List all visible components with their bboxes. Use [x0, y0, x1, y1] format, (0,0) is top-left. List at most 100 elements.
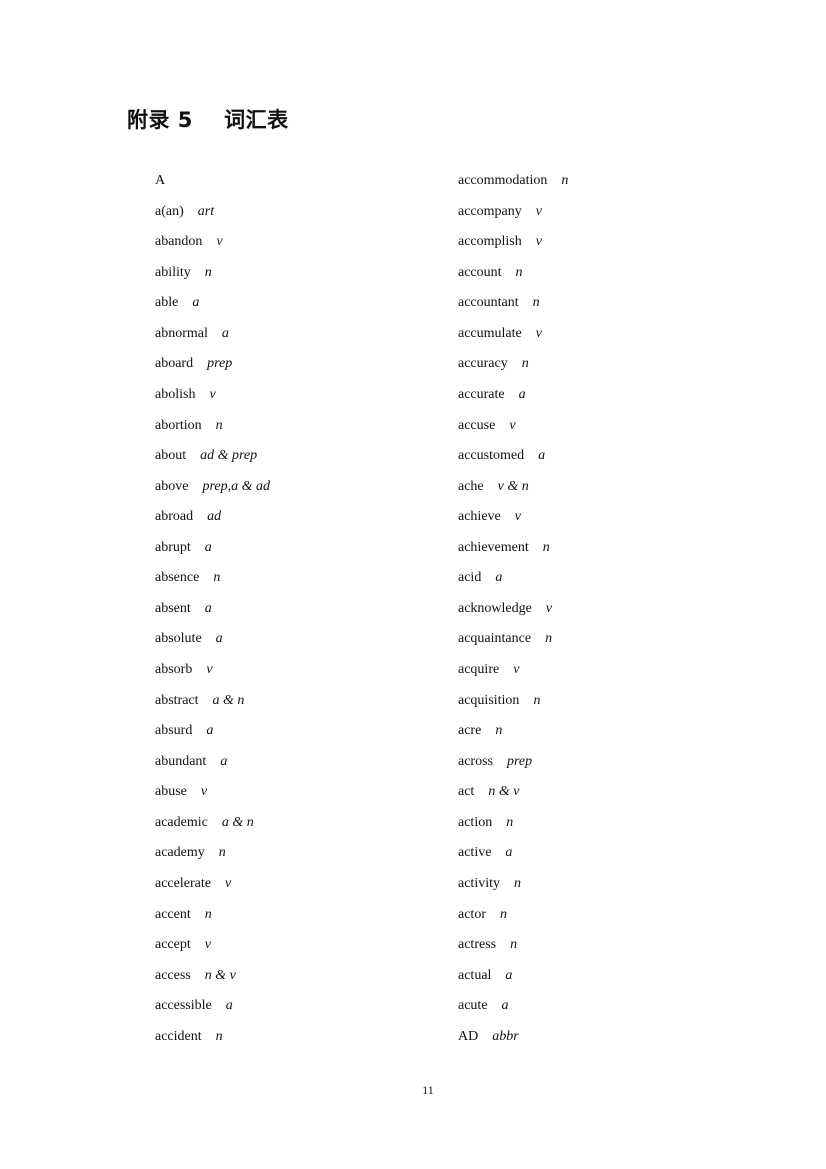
entry-word: abolish	[155, 386, 196, 402]
entry-part-of-speech: v	[509, 417, 516, 433]
entry-word: accompany	[458, 203, 522, 219]
entry-word: across	[458, 753, 493, 769]
entry-part-of-speech: a	[192, 295, 200, 311]
entry-word: accept	[155, 937, 191, 953]
vocabulary-entry: A	[155, 172, 270, 203]
entry-part-of-speech: v	[545, 600, 553, 616]
entry-word: accident	[155, 1028, 202, 1044]
vocabulary-entry: accessible a	[155, 997, 270, 1028]
entry-part-of-speech: a	[505, 845, 513, 861]
vocabulary-entry: activity n	[458, 875, 568, 906]
entry-part-of-speech: n	[533, 692, 541, 708]
vocabulary-entry: actual a	[458, 967, 568, 998]
entry-part-of-speech: v	[535, 325, 542, 341]
entry-part-of-speech: v	[206, 662, 213, 677]
entry-word: accountant	[458, 295, 519, 311]
entry-word: acquaintance	[458, 631, 532, 647]
entry-word: about	[155, 448, 187, 464]
vocabulary-entry: actor n	[458, 906, 568, 937]
vocabulary-entry: about ad & prep	[155, 447, 270, 478]
entry-part-of-speech: a	[215, 631, 223, 647]
entry-word: abrupt	[155, 539, 191, 555]
entry-part-of-speech: a	[204, 539, 212, 555]
entry-part-of-speech: n	[515, 264, 523, 280]
vocabulary-entry: active a	[458, 844, 568, 875]
entry-part-of-speech: n	[218, 845, 226, 861]
vocabulary-entry: acknowledge v	[458, 600, 568, 631]
entry-part-of-speech: n	[561, 173, 569, 188]
vocabulary-entry: accountant n	[458, 294, 568, 325]
vocabulary-entry: abuse v	[155, 783, 270, 814]
entry-word: ability	[155, 264, 191, 280]
entry-word: accumulate	[458, 325, 522, 341]
entry-word: abandon	[155, 234, 203, 250]
entry-word: AD	[458, 1028, 479, 1044]
entry-part-of-speech: n	[495, 723, 503, 739]
entry-part-of-speech: a	[206, 723, 214, 739]
entry-part-of-speech: n	[499, 906, 507, 922]
entry-part-of-speech: n	[542, 539, 550, 555]
entry-part-of-speech: n	[510, 937, 518, 953]
vocabulary-entry: across prep	[458, 753, 568, 784]
entry-part-of-speech: v	[514, 509, 521, 525]
vocabulary-entry: achievement n	[458, 539, 568, 570]
entry-word: accelerate	[155, 875, 211, 891]
entry-part-of-speech: n & v	[204, 967, 236, 983]
entry-part-of-speech: n	[514, 875, 521, 891]
entry-part-of-speech: v	[224, 875, 232, 891]
entry-part-of-speech: n	[532, 295, 540, 311]
entry-word: above	[155, 478, 189, 494]
vocabulary-entry: accustomed a	[458, 447, 568, 478]
entry-word: absorb	[155, 662, 193, 677]
vocabulary-column-right: accommodation n accompany v accomplish v accou…	[458, 172, 568, 1058]
entry-word: accent	[155, 906, 191, 922]
vocabulary-entry: acquire v	[458, 661, 568, 692]
entry-part-of-speech: a	[204, 600, 212, 616]
vocabulary-entry: academic a & n	[155, 814, 270, 845]
entry-part-of-speech: n	[215, 417, 223, 433]
vocabulary-entry: ability n	[155, 264, 270, 295]
entry-word: accurate	[458, 386, 505, 402]
entry-part-of-speech: ad	[207, 509, 222, 525]
vocabulary-entry: achieve v	[458, 508, 568, 539]
entry-part-of-speech: a	[221, 325, 229, 341]
vocabulary-entry: a(an) art	[155, 203, 270, 234]
entry-word: accommodation	[458, 173, 548, 188]
vocabulary-entry: abrupt a	[155, 539, 270, 570]
entry-word: aboard	[155, 356, 194, 372]
entry-word: actor	[458, 906, 486, 922]
vocabulary-entry: abstract a & n	[155, 692, 270, 723]
entry-word: abstract	[155, 692, 199, 708]
entry-part-of-speech: v	[535, 234, 542, 250]
entry-part-of-speech: a	[225, 998, 233, 1014]
entry-word: accuse	[458, 417, 496, 433]
entry-part-of-speech: a	[505, 967, 513, 983]
entry-part-of-speech: v	[204, 937, 211, 953]
entry-word: acquire	[458, 662, 500, 677]
vocabulary-entry: accurate a	[458, 386, 568, 417]
entry-part-of-speech: ad & prep	[200, 448, 258, 464]
entry-part-of-speech: prep	[507, 753, 533, 769]
entry-part-of-speech: a	[220, 753, 228, 769]
entry-word: absurd	[155, 723, 193, 739]
entry-word: active	[458, 845, 492, 861]
entry-word: A	[155, 173, 166, 188]
entry-part-of-speech: n	[215, 1028, 223, 1044]
vocabulary-entry: abandon v	[155, 233, 270, 264]
vocabulary-entry: absorb v	[155, 661, 270, 692]
entry-part-of-speech: v & n	[497, 478, 529, 494]
entry-word: abnormal	[155, 325, 208, 341]
page-title: 附录 5 词汇表	[127, 108, 289, 132]
vocabulary-entry: acquisition n	[458, 692, 568, 723]
entry-word: a(an)	[155, 203, 184, 219]
entry-part-of-speech: a	[495, 570, 503, 586]
vocabulary-entry: acid a	[458, 569, 568, 600]
vocabulary-entry: accept v	[155, 936, 270, 967]
vocabulary-entry: acre n	[458, 722, 568, 753]
entry-word: absolute	[155, 631, 202, 647]
entry-word: abortion	[155, 417, 202, 433]
entry-word: actual	[458, 967, 492, 983]
vocabulary-entry: actress n	[458, 936, 568, 967]
vocabulary-entry: abnormal a	[155, 325, 270, 356]
entry-part-of-speech: a	[538, 448, 546, 464]
